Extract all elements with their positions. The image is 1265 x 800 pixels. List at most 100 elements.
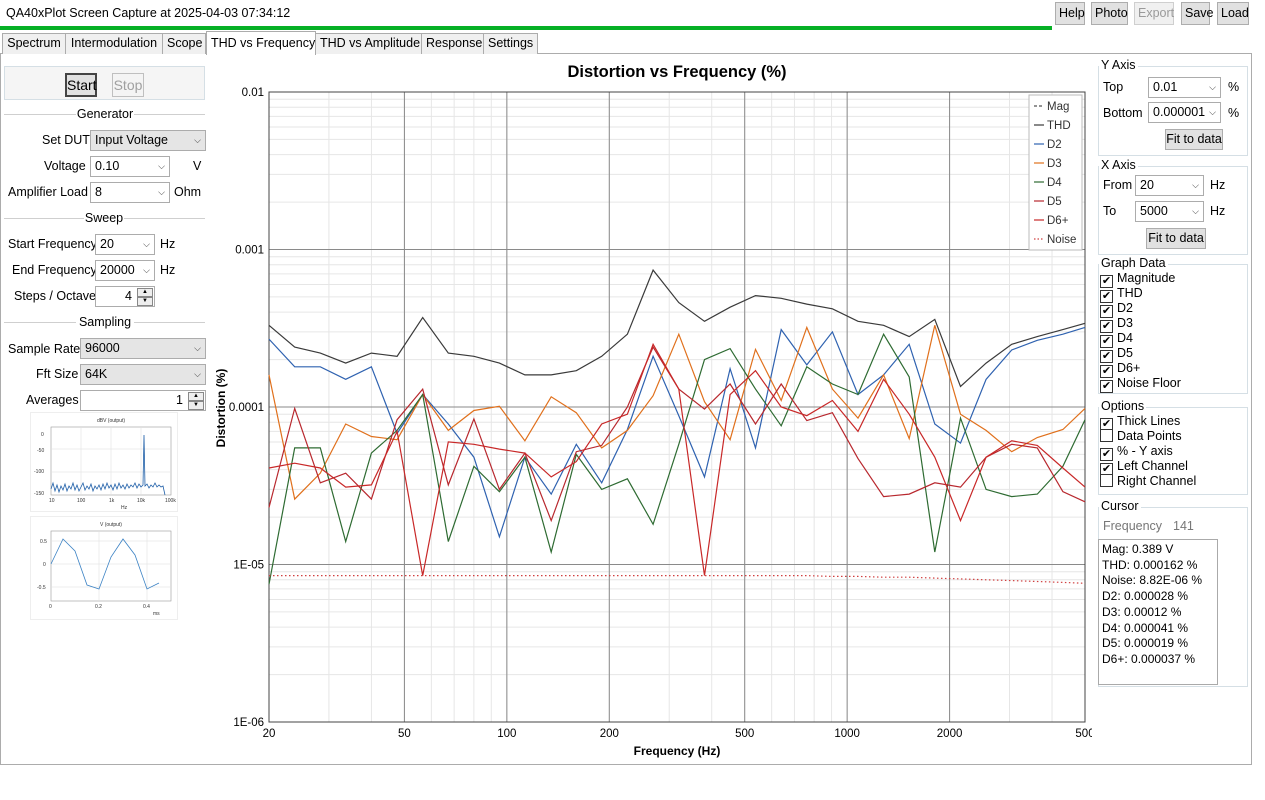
graph_data-checkbox-d5[interactable]: ✔ D5 [1100, 346, 1133, 363]
options-checkbox-right-channel[interactable]: Right Channel [1100, 474, 1196, 488]
chevron-down-icon: ⌵ [1209, 107, 1216, 117]
y-axis-title: Y Axis [1099, 58, 1138, 72]
legend-entry: D2 [1047, 139, 1062, 151]
tab-spectrum[interactable]: Spectrum [2, 33, 66, 54]
x-fit-to-data-button[interactable]: Fit to data [1146, 228, 1206, 249]
chevron-down-icon: ⌵ [1192, 206, 1199, 216]
options-checkbox-left-channel[interactable]: ✔ Left Channel [1100, 459, 1188, 476]
legend-entry: THD [1047, 120, 1071, 132]
spin-down-icon[interactable]: ▼ [137, 297, 153, 306]
graph_data-checkbox-magnitude[interactable]: ✔ Magnitude [1100, 271, 1175, 288]
tab-response[interactable]: Response [421, 33, 484, 54]
averages-spinner[interactable]: 1 ▲ ▼ [80, 390, 206, 411]
set-dut-select[interactable]: Input Voltage ⌵ [90, 130, 206, 151]
sample-rate-select[interactable]: 96000 ⌵ [80, 338, 206, 359]
graph_data-checkbox-d3[interactable]: ✔ D3 [1100, 316, 1133, 333]
tab-thd-vs-amplitude[interactable]: THD vs Amplitude [315, 33, 422, 54]
amplifier-load-label: Amplifier Load [8, 185, 88, 199]
tick-label: 10 [49, 498, 55, 504]
chevron-down-icon: ⌵ [1192, 180, 1199, 190]
series-layer [268, 268, 1086, 585]
tab-settings[interactable]: Settings [483, 33, 538, 54]
fft-size-select[interactable]: 64K ⌵ [80, 364, 206, 385]
options-checkbox-data-points[interactable]: Data Points [1100, 429, 1182, 443]
export-button[interactable]: Export [1134, 2, 1174, 25]
tab-intermodulation[interactable]: Intermodulation [65, 33, 163, 54]
fft-size-value: 64K [85, 367, 108, 381]
tick-label: 0 [49, 604, 52, 610]
progress-bar [0, 26, 1052, 30]
graph_data-checkbox-noise-floor[interactable]: ✔ Noise Floor [1100, 376, 1181, 393]
checkmark-icon[interactable]: ✔ [1100, 320, 1113, 333]
checkmark-icon[interactable]: ✔ [1100, 350, 1113, 363]
y-top-label: Top [1103, 80, 1124, 94]
options-group [1098, 407, 1248, 495]
y-top-combo[interactable]: 0.01 ⌵ [1148, 77, 1221, 98]
y-bottom-label: Bottom [1103, 106, 1143, 120]
spin-up-icon[interactable]: ▲ [188, 392, 204, 401]
graph_data-checkbox-d4[interactable]: ✔ D4 [1100, 331, 1133, 348]
options-checkbox-thick-lines[interactable]: ✔ Thick Lines [1100, 414, 1180, 431]
checkbox-empty-icon[interactable] [1100, 429, 1113, 442]
start-frequency-combo[interactable]: 20 ⌵ [95, 234, 155, 255]
distortion-chart[interactable]: Distortion vs Frequency (%) Frequency (H… [212, 56, 1095, 764]
help-button[interactable]: Help [1055, 2, 1085, 25]
steps-per-octave-spinner[interactable]: 4 ▲ ▼ [95, 286, 155, 307]
y-bottom-value: 0.000001 [1153, 105, 1206, 119]
thumb-frame [50, 530, 172, 602]
load-button[interactable]: Load [1217, 2, 1249, 25]
checkmark-icon[interactable]: ✔ [1100, 463, 1113, 476]
legend-entry: D3 [1047, 158, 1062, 170]
photo-button[interactable]: Photo [1091, 2, 1128, 25]
y-bottom-combo[interactable]: 0.000001 ⌵ [1148, 102, 1221, 123]
x-to-unit: Hz [1210, 204, 1226, 218]
checkbox-label: D2 [1117, 301, 1133, 315]
save-button[interactable]: Save [1181, 2, 1214, 25]
checkbox-label: D5 [1117, 346, 1133, 360]
checkbox-empty-icon[interactable] [1100, 474, 1113, 487]
start-button[interactable]: Start [65, 73, 97, 97]
cursor-line: Noise: 8.82E-06 % [1102, 573, 1203, 588]
spectrum-thumbnail[interactable]: dBV (output) 0 -50 -100 -150 10 100 1k 1… [30, 412, 178, 512]
tab-thd-vs-frequency[interactable]: THD vs Frequency [206, 31, 316, 55]
x-to-combo[interactable]: 5000 ⌵ [1135, 201, 1204, 222]
tab-scope[interactable]: Scope [162, 33, 206, 54]
graph_data-checkbox-d2[interactable]: ✔ D2 [1100, 301, 1133, 318]
voltage-label: Voltage [44, 159, 86, 173]
spin-down-icon[interactable]: ▼ [188, 401, 204, 410]
chevron-down-icon: ⌵ [158, 161, 165, 171]
checkmark-icon[interactable]: ✔ [1100, 335, 1113, 348]
voltage-combo[interactable]: 0.10 ⌵ [90, 156, 170, 177]
steps-per-octave-label: Steps / Octave [14, 289, 96, 303]
checkmark-icon[interactable]: ✔ [1100, 305, 1113, 318]
graph_data-checkbox-thd[interactable]: ✔ THD [1100, 286, 1143, 303]
spectrum-thumbnail-plot: dBV (output) 0 -50 -100 -150 10 100 1k 1… [34, 418, 176, 511]
stop-button[interactable]: Stop [112, 73, 144, 97]
y-tick-label: 0.0001 [229, 402, 264, 414]
checkmark-icon[interactable]: ✔ [1100, 290, 1113, 303]
chevron-down-icon: ⌵ [158, 187, 165, 197]
end-frequency-value: 20000 [100, 263, 135, 277]
checkmark-icon[interactable]: ✔ [1100, 365, 1113, 378]
amplifier-load-combo[interactable]: 8 ⌵ [90, 182, 170, 203]
options-checkbox--y-axis[interactable]: ✔ % - Y axis [1100, 444, 1173, 461]
y-fit-to-data-button[interactable]: Fit to data [1165, 129, 1223, 150]
end-frequency-combo[interactable]: 20000 ⌵ [95, 260, 155, 281]
graph-data-group [1098, 264, 1248, 394]
graph_data-checkbox-d6-[interactable]: ✔ D6+ [1100, 361, 1140, 378]
scope-thumbnail[interactable]: V (output) 0.5 0 -0.5 0 0.2 0.4 ms [30, 516, 178, 620]
checkmark-icon[interactable]: ✔ [1100, 448, 1113, 461]
checkmark-icon[interactable]: ✔ [1100, 275, 1113, 288]
chevron-down-icon: ⌵ [194, 343, 201, 353]
x-from-combo[interactable]: 20 ⌵ [1135, 175, 1204, 196]
checkmark-icon[interactable]: ✔ [1100, 380, 1113, 393]
cursor-line: D3: 0.00012 % [1102, 604, 1182, 619]
tick-label: 0.2 [95, 604, 102, 610]
thumb-x-ticks: 0 0.2 0.4 ms [49, 604, 160, 617]
chevron-down-icon: ⌵ [194, 369, 201, 379]
end-frequency-label: End Frequency [12, 263, 97, 277]
x-tick-labels: 20 50 100 200 500 1000 2000 500 [263, 728, 1095, 740]
spin-up-icon[interactable]: ▲ [137, 288, 153, 297]
tick-label: 0.4 [143, 604, 150, 610]
y-top-unit: % [1228, 80, 1240, 94]
